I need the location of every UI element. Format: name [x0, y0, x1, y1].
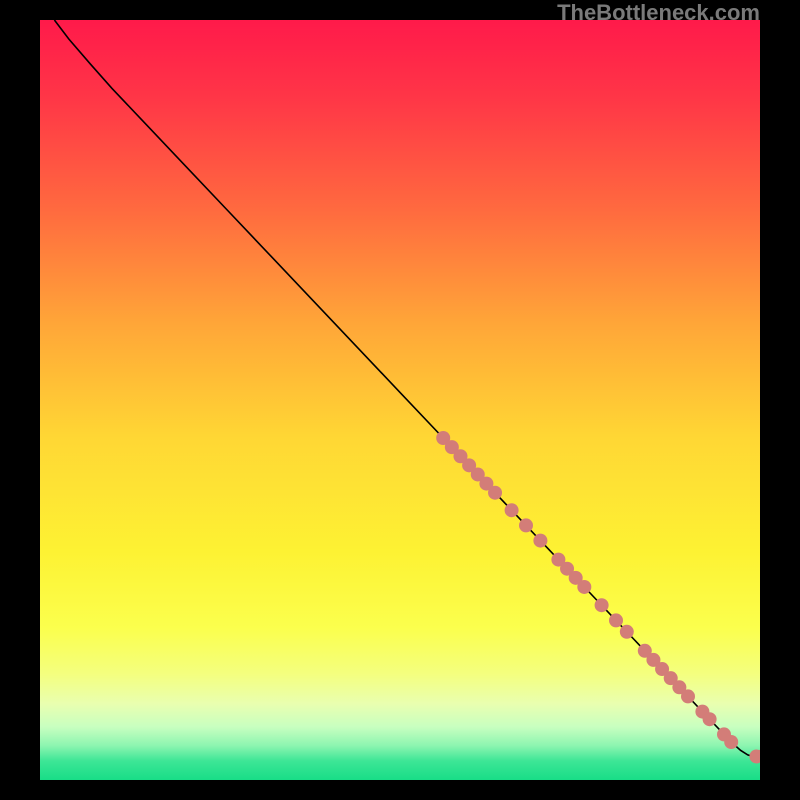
watermark-text: TheBottleneck.com — [557, 0, 760, 26]
data-marker — [703, 712, 717, 726]
data-marker — [681, 689, 695, 703]
data-marker — [533, 534, 547, 548]
chart-frame: TheBottleneck.com — [0, 0, 800, 800]
data-marker — [595, 598, 609, 612]
data-marker — [724, 735, 738, 749]
data-marker — [519, 518, 533, 532]
data-marker — [620, 625, 634, 639]
data-marker — [577, 580, 591, 594]
data-marker — [609, 613, 623, 627]
data-marker — [505, 503, 519, 517]
plot-area — [40, 20, 760, 780]
data-marker — [488, 486, 502, 500]
